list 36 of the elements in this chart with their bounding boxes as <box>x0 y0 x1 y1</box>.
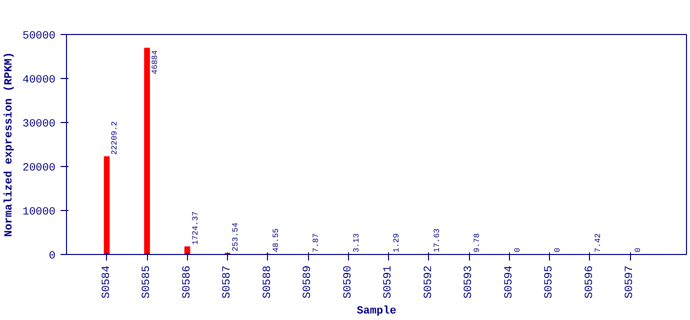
data-label: 253.54 <box>232 222 241 252</box>
data-label: 22209.2 <box>110 120 120 155</box>
x-tick-label: S0594 <box>503 265 516 299</box>
y-axis-title: Normalized expression (RPKM) <box>3 52 16 237</box>
x-tick-label: S0588 <box>262 265 274 299</box>
x-axis-title: Sample <box>356 306 397 318</box>
y-tick-label: 40000 <box>22 74 56 86</box>
x-tick-label: S0595 <box>544 265 556 299</box>
data-label: 46884 <box>151 50 160 74</box>
x-tick-label: S0585 <box>141 265 154 299</box>
y-tick-label: 10000 <box>22 206 56 218</box>
x-tick-label: S0596 <box>584 265 596 299</box>
x-tick-label: S0591 <box>382 265 395 299</box>
data-label: 7.42 <box>594 233 603 252</box>
x-tick-label: S0592 <box>422 265 435 299</box>
x-tick-label: S0590 <box>342 265 354 299</box>
x-tick-label: S0597 <box>624 265 636 299</box>
data-label: 3.13 <box>352 233 362 252</box>
y-tick-label: 50000 <box>22 30 56 42</box>
data-label: 9.78 <box>473 233 482 252</box>
x-tick-label: S0584 <box>100 265 113 299</box>
data-label: 7.87 <box>312 233 322 252</box>
data-label: 0 <box>634 248 644 252</box>
y-tick-label: 0 <box>48 250 56 262</box>
x-tick-label: S0589 <box>302 265 314 299</box>
data-label: 1.29 <box>392 233 402 252</box>
x-tick-label: S0586 <box>181 265 194 299</box>
data-label: 1724.37 <box>191 211 200 245</box>
data-label: 0 <box>513 248 522 252</box>
y-tick-label: 30000 <box>22 118 56 130</box>
x-tick-label: S0587 <box>222 265 234 299</box>
data-label: 48.55 <box>272 228 281 252</box>
data-label: 0 <box>554 248 563 252</box>
x-tick-label: S0593 <box>463 265 476 299</box>
data-label: 17.63 <box>432 228 442 252</box>
y-tick-label: 20000 <box>22 162 56 174</box>
